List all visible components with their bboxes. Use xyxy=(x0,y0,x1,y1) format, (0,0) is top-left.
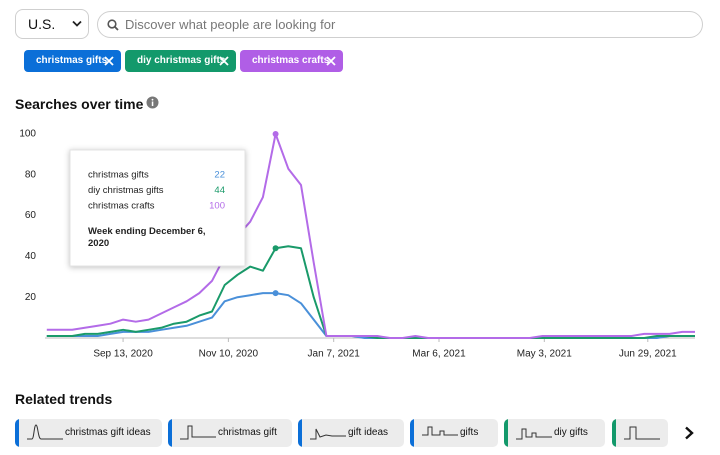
card-label: gifts xyxy=(460,427,479,438)
related-card[interactable]: gift ideas xyxy=(298,419,404,447)
chip-label: christmas crafts xyxy=(252,55,330,66)
y-tick-label: 40 xyxy=(25,251,37,262)
related-card-partial[interactable] xyxy=(612,419,668,447)
sparkline-icon xyxy=(422,426,458,436)
card-stripe xyxy=(504,419,508,447)
tooltip-series-name: diy christmas gifts xyxy=(88,185,164,196)
card-stripe xyxy=(298,419,302,447)
tooltip-value: 44 xyxy=(214,185,225,196)
hover-dot xyxy=(272,131,279,137)
y-tick-label: 20 xyxy=(25,292,37,303)
tooltip-series-name: christmas gifts xyxy=(88,170,149,181)
info-icon[interactable] xyxy=(146,96,159,109)
card-label: christmas gift xyxy=(218,427,277,438)
tooltip: christmas gifts 22 diy christmas gifts 44 ch… xyxy=(69,149,246,267)
card-label: gift ideas xyxy=(348,427,389,438)
card-label: diy gifts xyxy=(554,427,588,438)
search-input[interactable]: Discover what people are looking for xyxy=(97,11,703,38)
x-tick-label: Mar 6, 2021 xyxy=(412,349,466,360)
x-tick-label: Sep 13, 2020 xyxy=(93,349,153,360)
card-stripe xyxy=(168,419,172,447)
search-placeholder: Discover what people are looking for xyxy=(125,17,336,32)
card-stripe xyxy=(15,419,19,447)
tooltip-box xyxy=(69,149,246,267)
x-tick-label: Nov 10, 2020 xyxy=(199,349,259,360)
chart: 20 40 60 80 100 Sep 13, 2020 Nov 10, 2020 Jan 7… xyxy=(19,129,695,360)
y-tick-label: 80 xyxy=(25,169,37,180)
related-card[interactable]: christmas gift ideas xyxy=(15,419,162,447)
x-tick-label: Jan 7, 2021 xyxy=(308,349,361,360)
filter-chip[interactable]: christmas gifts xyxy=(24,50,121,72)
chip-label: christmas gifts xyxy=(36,55,108,66)
hover-dot xyxy=(272,245,279,252)
tooltip-title: Week ending December 6, 2020 xyxy=(88,226,208,249)
related-card[interactable]: gifts xyxy=(410,419,498,447)
y-tick-label: 100 xyxy=(19,129,36,140)
country-label: U.S. xyxy=(28,16,56,32)
series-line xyxy=(46,133,695,339)
tooltip-series-name: christmas crafts xyxy=(88,201,155,212)
country-select[interactable]: U.S. xyxy=(15,9,89,39)
chip-remove[interactable] xyxy=(219,56,229,66)
tooltip-value: 22 xyxy=(214,170,225,181)
sparkline-icon xyxy=(27,424,63,440)
filter-chip[interactable]: christmas crafts xyxy=(240,50,343,72)
next-arrow[interactable] xyxy=(683,426,695,440)
card-label: christmas gift ideas xyxy=(65,427,151,438)
chip-label: diy christmas gifts xyxy=(137,55,226,66)
filter-chip[interactable]: diy christmas gifts xyxy=(125,50,236,72)
chip-remove[interactable] xyxy=(104,56,114,66)
chip-remove[interactable] xyxy=(326,56,336,66)
chart-title: Searches over time xyxy=(15,96,144,112)
search-icon xyxy=(107,19,119,31)
related-title: Related trends xyxy=(15,391,113,407)
sparkline-icon xyxy=(516,428,552,440)
x-tick-label: May 3, 2021 xyxy=(517,349,572,360)
card-stripe xyxy=(410,419,414,447)
hover-dot xyxy=(272,290,279,297)
sparkline-icon xyxy=(310,428,346,440)
tooltip-value: 100 xyxy=(209,201,225,212)
related-card[interactable]: diy gifts xyxy=(504,419,605,447)
x-tick-label: Jun 29, 2021 xyxy=(619,349,677,360)
related-card[interactable]: christmas gift xyxy=(168,419,292,447)
dropdown-icon xyxy=(72,20,82,27)
y-tick-label: 60 xyxy=(25,210,37,221)
sparkline-icon xyxy=(180,425,216,440)
